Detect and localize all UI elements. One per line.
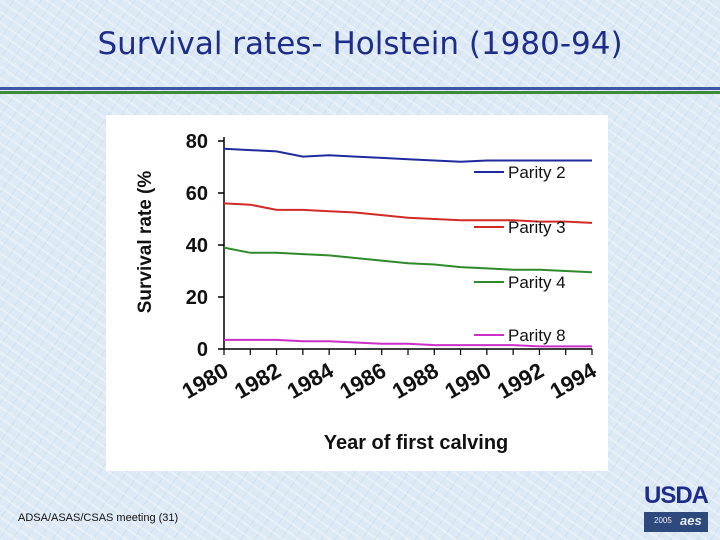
y-tick-label: 40	[186, 235, 208, 257]
y-tick-label: 0	[197, 339, 208, 361]
footer-meeting-text: ADSA/ASAS/CSAS meeting (31)	[18, 512, 179, 524]
chart-legend: Parity 2 Parity 3 Parity 4 Parity 8	[474, 163, 566, 345]
legend-label: Parity 2	[508, 163, 566, 182]
logo-aes-mark: aes	[680, 513, 702, 528]
y-tick-label: 80	[186, 131, 208, 153]
x-axis-label: Year of first calving	[324, 432, 509, 454]
logo-bar	[644, 512, 708, 532]
usda-logo: USDA 2005 aes	[640, 480, 712, 536]
x-tick-label: 1986	[335, 358, 390, 404]
title-rule-blue	[0, 87, 720, 90]
x-tick-label: 1994	[546, 357, 602, 404]
series-line	[224, 338, 592, 348]
y-axis-label: Survival rate (%	[135, 171, 156, 314]
x-tick-label: 1992	[493, 358, 548, 404]
x-tick-label: 1988	[388, 358, 443, 404]
series-line	[223, 147, 592, 163]
slide-title: Survival rates- Holstein (1980-94)	[97, 26, 623, 62]
chart-series	[223, 147, 593, 348]
title-rule-green	[0, 91, 720, 94]
survival-chart: 0 20 40 60 80 1980198219841986198819901992199…	[135, 131, 602, 454]
y-tick-label: 60	[186, 183, 208, 205]
x-tick-label: 1980	[178, 358, 233, 404]
chart-panel: 0 20 40 60 80 1980 1982 1984 1986 1988 1990 1992 199…	[106, 115, 608, 471]
legend-label: Parity 8	[508, 326, 566, 345]
legend-label: Parity 3	[508, 218, 566, 237]
y-tick-label: 20	[186, 287, 208, 309]
legend-label: Parity 4	[508, 273, 566, 292]
x-tick-label: 1990	[440, 358, 495, 404]
series-line	[223, 246, 593, 274]
series-line	[223, 202, 593, 224]
logo-usda-text: USDA	[644, 482, 709, 509]
x-tick-label: 1982	[230, 358, 285, 404]
x-tick-label: 1984	[283, 357, 339, 404]
logo-year: 2005	[654, 516, 672, 525]
